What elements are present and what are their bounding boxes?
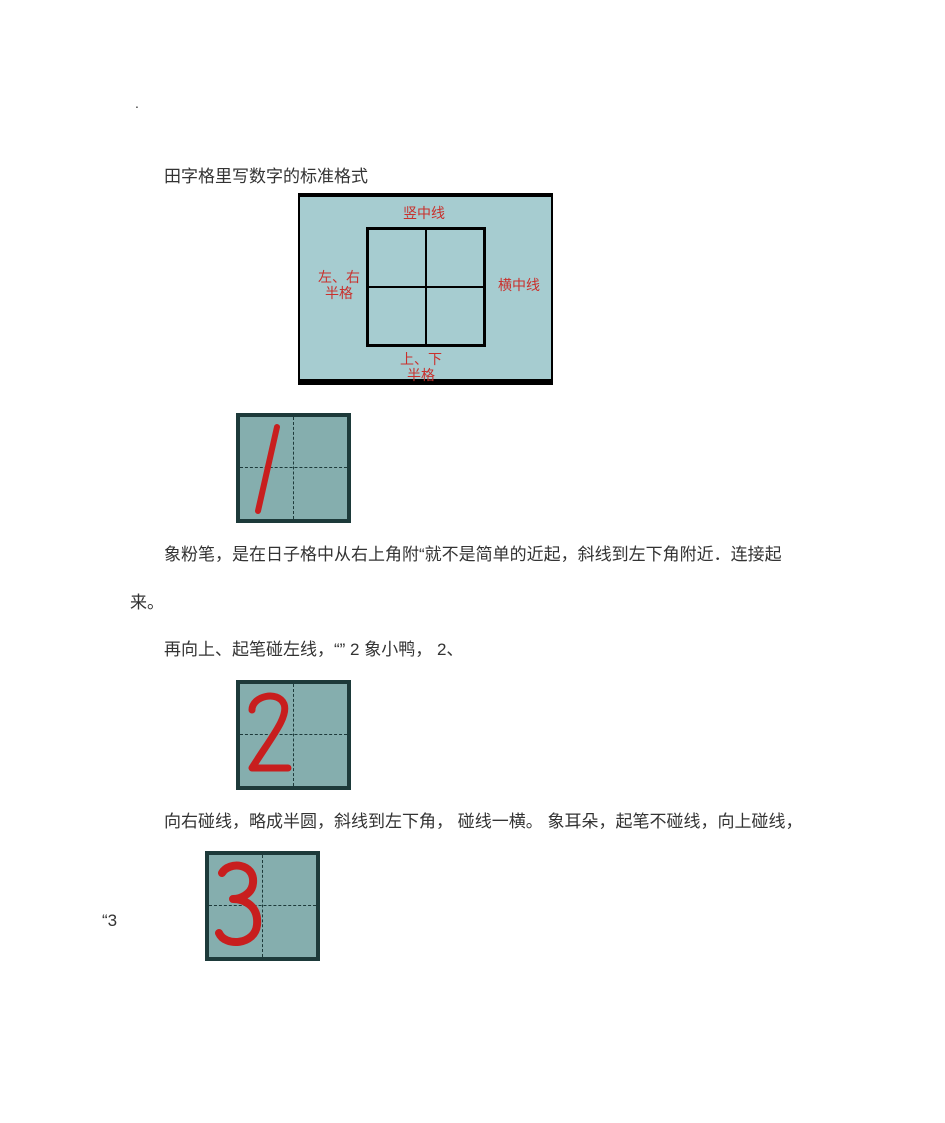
label-left-right-half: 左、右半格: [318, 271, 360, 303]
paragraph-3: 向右碰线，略成半圆，斜线到左下角， 碰线一横。 象耳朵，起笔不碰线，向上碰线，: [130, 798, 815, 846]
document-body: . 田字格里写数字的标准格式 竖中线 横中线 左、右半格 上、下半格 象粉笔，是…: [0, 162, 945, 961]
digit-2-cell: [236, 680, 815, 790]
digit-3-cell: [205, 851, 320, 961]
tian-diagram: 竖中线 横中线 左、右半格 上、下半格: [298, 193, 815, 385]
label-horizontal-center: 横中线: [498, 279, 540, 295]
paragraph-1: 象粉笔，是在日子格中从右上角附“就不是简单的近起，斜线到左下角附近．连接起来。: [130, 531, 815, 626]
tian-cell: [236, 413, 351, 523]
leading-dot: .: [135, 95, 139, 111]
tian-cell: [205, 851, 320, 961]
paragraph-2: 再向上、起笔碰左线，“” 2 象小鸭， 2、: [130, 626, 815, 674]
digit-1-icon: [240, 417, 347, 519]
label-top-bottom-half: 上、下半格: [400, 353, 442, 385]
digit-3-icon: [209, 855, 316, 957]
digit-2-icon: [240, 684, 347, 786]
label-3: “3: [102, 911, 117, 931]
label-vertical-center: 竖中线: [403, 207, 445, 223]
tian-frame: 竖中线 横中线 左、右半格 上、下半格: [298, 193, 553, 385]
title: 田字格里写数字的标准格式: [130, 162, 815, 187]
tian-cell: [236, 680, 351, 790]
row-3: “3: [130, 845, 815, 961]
tian-grid: [366, 227, 486, 347]
digit-1-cell: [236, 413, 815, 523]
